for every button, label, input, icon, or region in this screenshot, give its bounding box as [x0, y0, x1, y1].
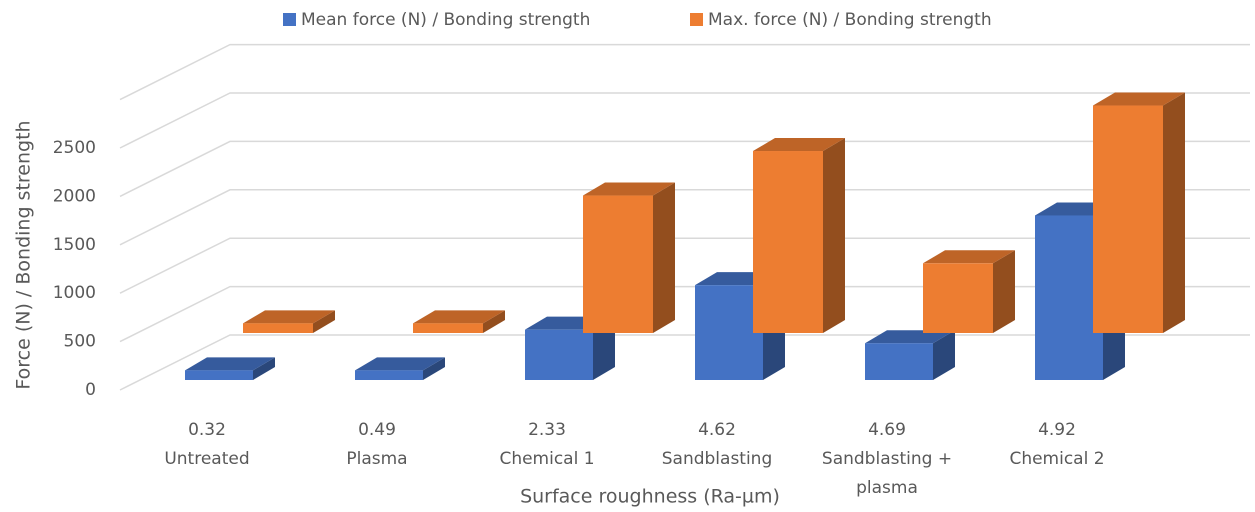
bar: [413, 323, 483, 333]
y-tick-label: 1500: [53, 235, 96, 255]
x-tick-label: 0.49: [358, 420, 396, 440]
bar-side: [483, 310, 505, 333]
x-tick-label: Chemical 2: [1009, 449, 1104, 469]
bar-side: [993, 250, 1015, 333]
x-tick-label: Sandblasting: [662, 449, 773, 469]
bar-side: [1163, 92, 1185, 334]
y-tick-label: 1000: [53, 283, 96, 303]
bar: [865, 343, 933, 380]
y-tick-label: 500: [64, 332, 96, 352]
grid-line: [119, 140, 1250, 198]
grid-line: [119, 285, 1250, 343]
bar-side: [653, 182, 675, 333]
x-axis-title: Surface roughness (Ra-µm): [520, 486, 780, 508]
bar: [583, 195, 653, 333]
bar: [695, 285, 763, 380]
bar: [355, 370, 423, 380]
bar-top: [1093, 92, 1185, 106]
bar-top: [243, 310, 335, 324]
grid-frame: [119, 43, 1250, 101]
x-tick-label: Chemical 1: [499, 449, 594, 469]
x-tick-label: Untreated: [164, 449, 249, 469]
bar-top: [413, 310, 505, 324]
bar-top: [865, 330, 955, 344]
x-tick-label: 4.69: [868, 420, 906, 440]
grid-line: [119, 92, 1250, 149]
legend-label: Max. force (N) / Bonding strength: [708, 10, 992, 30]
y-tick-label: 2500: [53, 138, 96, 158]
x-tick-label: 2.33: [528, 420, 566, 440]
bar: [525, 329, 593, 380]
bar-top: [583, 182, 675, 196]
x-tick-label: Sandblasting +: [822, 449, 952, 469]
grid-line: [119, 189, 1250, 246]
bar-side: [253, 357, 275, 380]
bar-side: [313, 310, 335, 333]
y-tick-label: 2000: [53, 186, 96, 206]
x-tick-label: plasma: [856, 478, 918, 498]
y-tick-label: 0: [85, 380, 96, 400]
bar-top: [355, 357, 445, 371]
bar: [1093, 105, 1163, 334]
legend-swatch: [690, 13, 703, 26]
bar: [185, 370, 253, 380]
bar-side: [423, 357, 445, 380]
grid-line: [119, 237, 1250, 294]
bar-side: [823, 138, 845, 333]
bar-top: [185, 357, 275, 371]
bar-top: [923, 250, 1015, 264]
x-tick-label: 0.32: [188, 420, 226, 440]
bar: [753, 151, 823, 333]
bar: [1035, 215, 1103, 380]
x-tick-label: 4.92: [1038, 420, 1076, 440]
x-tick-label: 4.62: [698, 420, 736, 440]
x-tick-label: Plasma: [346, 449, 407, 469]
bar-top: [753, 138, 845, 152]
bar: [243, 323, 313, 333]
bar: [923, 263, 993, 333]
bar-side: [933, 330, 955, 380]
legend-swatch: [283, 13, 296, 26]
legend-label: Mean force (N) / Bonding strength: [301, 10, 590, 30]
y-axis-title: Force (N) / Bonding strength: [13, 120, 35, 389]
